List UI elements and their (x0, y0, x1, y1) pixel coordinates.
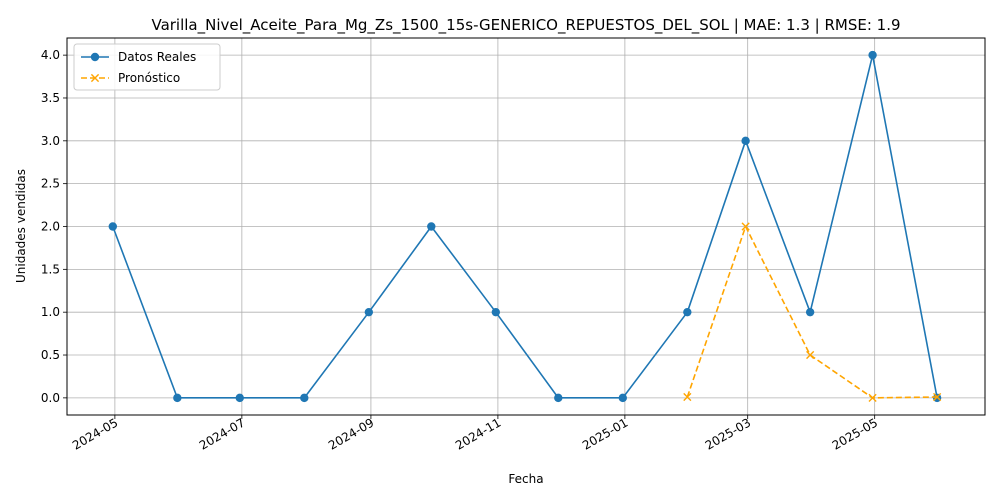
data-point (868, 50, 877, 60)
data-point (235, 393, 244, 403)
legend-marker (90, 73, 100, 83)
legend-label: Pronóstico (118, 71, 180, 85)
x-axis-label: Fecha (508, 472, 543, 486)
y-tick-label: 1.5 (41, 262, 60, 276)
data-point (173, 393, 182, 403)
data-point (108, 222, 117, 231)
series-pronostico (683, 222, 942, 402)
data-point (427, 222, 436, 231)
series-line (112, 54, 938, 399)
y-tick-label: 2.0 (41, 220, 60, 234)
data-point (491, 307, 501, 317)
data-point (683, 392, 692, 402)
data-point (554, 393, 563, 403)
legend-marker (90, 52, 100, 62)
series-datos-reales (108, 50, 942, 403)
chart-title: Varilla_Nivel_Aceite_Para_Mg_Zs_1500_15s… (151, 16, 900, 35)
y-tick-label: 1.0 (41, 305, 60, 319)
data-point (806, 350, 815, 360)
data-point (868, 393, 877, 402)
data-point (741, 136, 750, 146)
legend-box (73, 43, 221, 91)
data-point (300, 393, 309, 403)
y-tick-label: 2.5 (41, 177, 60, 191)
y-tick-label: 3.0 (41, 134, 60, 148)
data-point (683, 307, 692, 317)
data-point (933, 392, 942, 402)
y-tick-label: 4.0 (41, 48, 60, 62)
data-point (741, 222, 750, 231)
legend: Datos Reales Pronóstico (73, 43, 221, 91)
y-tick-label: 3.5 (41, 91, 60, 105)
legend-label: Datos Reales (118, 50, 196, 64)
data-point (364, 307, 374, 317)
y-tick-label: 0.5 (41, 348, 60, 362)
data-point (618, 393, 627, 403)
legend-entry: Pronóstico (81, 71, 180, 85)
y-tick-label: 0.0 (41, 391, 60, 405)
y-axis-label: Unidades vendidas (14, 169, 28, 283)
data-point (805, 307, 815, 317)
legend-entry: Datos Reales (81, 50, 196, 64)
series-layer (108, 50, 942, 403)
